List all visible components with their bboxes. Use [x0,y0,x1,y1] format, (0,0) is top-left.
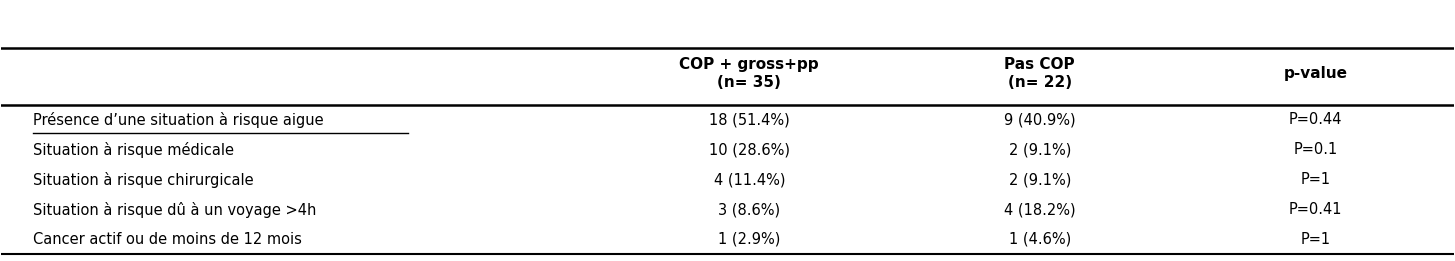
Text: Présence d’une situation à risque aigue: Présence d’une situation à risque aigue [33,112,324,128]
Text: P=1: P=1 [1301,172,1331,187]
Text: Situation à risque médicale: Situation à risque médicale [33,142,234,158]
Text: 18 (51.4%): 18 (51.4%) [709,112,790,127]
Text: 1 (2.9%): 1 (2.9%) [719,232,780,247]
Text: 2 (9.1%): 2 (9.1%) [1008,142,1071,157]
Text: Situation à risque chirurgicale: Situation à risque chirurgicale [33,171,255,188]
Text: 2 (9.1%): 2 (9.1%) [1008,172,1071,187]
Text: P=0.44: P=0.44 [1289,112,1343,127]
Text: 10 (28.6%): 10 (28.6%) [709,142,790,157]
Text: 4 (11.4%): 4 (11.4%) [713,172,786,187]
Text: Situation à risque dû à un voyage >4h: Situation à risque dû à un voyage >4h [33,201,317,217]
Text: P=0.41: P=0.41 [1289,202,1343,217]
Text: 9 (40.9%): 9 (40.9%) [1004,112,1075,127]
Text: 4 (18.2%): 4 (18.2%) [1004,202,1075,217]
Text: Pas COP
(n= 22): Pas COP (n= 22) [1004,57,1075,90]
Text: 1 (4.6%): 1 (4.6%) [1008,232,1071,247]
Text: P=0.1: P=0.1 [1293,142,1337,157]
Text: COP + gross+pp
(n= 35): COP + gross+pp (n= 35) [679,57,819,90]
Text: 3 (8.6%): 3 (8.6%) [719,202,780,217]
Text: Cancer actif ou de moins de 12 mois: Cancer actif ou de moins de 12 mois [33,232,303,247]
Text: p-value: p-value [1283,66,1347,81]
Text: P=1: P=1 [1301,232,1331,247]
